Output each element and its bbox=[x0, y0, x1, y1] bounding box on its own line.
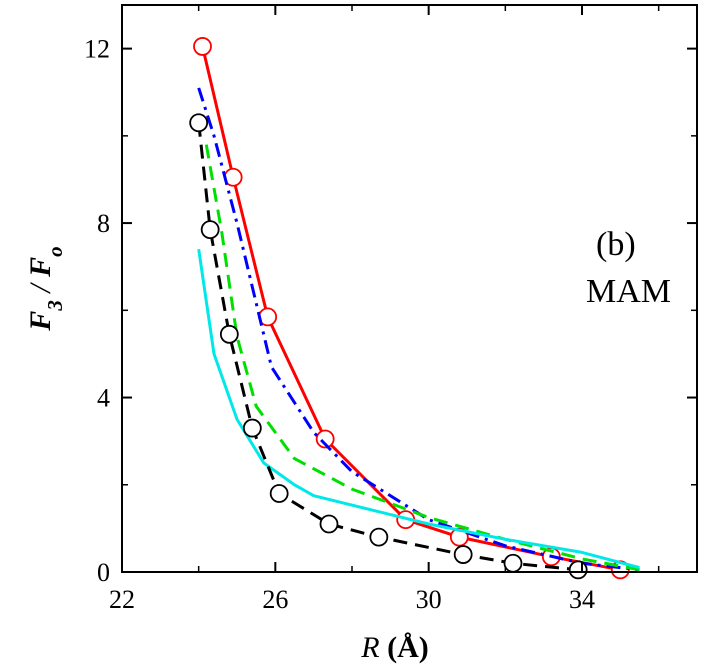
y-axis-label: F3 / Fo bbox=[24, 246, 67, 331]
series-line-3 bbox=[204, 144, 640, 572]
series-5-marker bbox=[369, 527, 389, 547]
series-line-4 bbox=[197, 248, 640, 570]
series-5-marker bbox=[503, 553, 523, 573]
series-1-marker bbox=[193, 37, 212, 56]
x-tick-label: 34 bbox=[569, 585, 595, 614]
x-tick-label: 26 bbox=[262, 585, 288, 614]
series-5-marker bbox=[219, 324, 239, 344]
series-5-marker bbox=[568, 560, 588, 580]
series-layer bbox=[189, 37, 640, 580]
series-5-marker bbox=[319, 514, 339, 534]
series-5-marker bbox=[189, 113, 209, 133]
x-axis-label: R (Å) bbox=[360, 631, 428, 664]
series-line-5 bbox=[197, 122, 579, 572]
y-tick-label: 8 bbox=[97, 209, 110, 238]
series-5-marker bbox=[242, 418, 262, 438]
y-tick-label: 12 bbox=[84, 35, 110, 64]
x-tick-label: 30 bbox=[416, 585, 442, 614]
series-5-marker bbox=[453, 545, 473, 564]
panel-label: (b) bbox=[596, 226, 636, 263]
panel-name-label: MAM bbox=[586, 273, 671, 310]
y-tick-label: 4 bbox=[97, 384, 110, 413]
series-5-marker bbox=[200, 220, 220, 240]
series-line-2 bbox=[197, 87, 640, 572]
plot-frame bbox=[121, 4, 698, 573]
x-tick-label: 22 bbox=[109, 585, 135, 614]
y-tick-label: 0 bbox=[97, 558, 110, 587]
series-1-marker bbox=[315, 429, 335, 449]
series-5-marker bbox=[269, 484, 289, 503]
